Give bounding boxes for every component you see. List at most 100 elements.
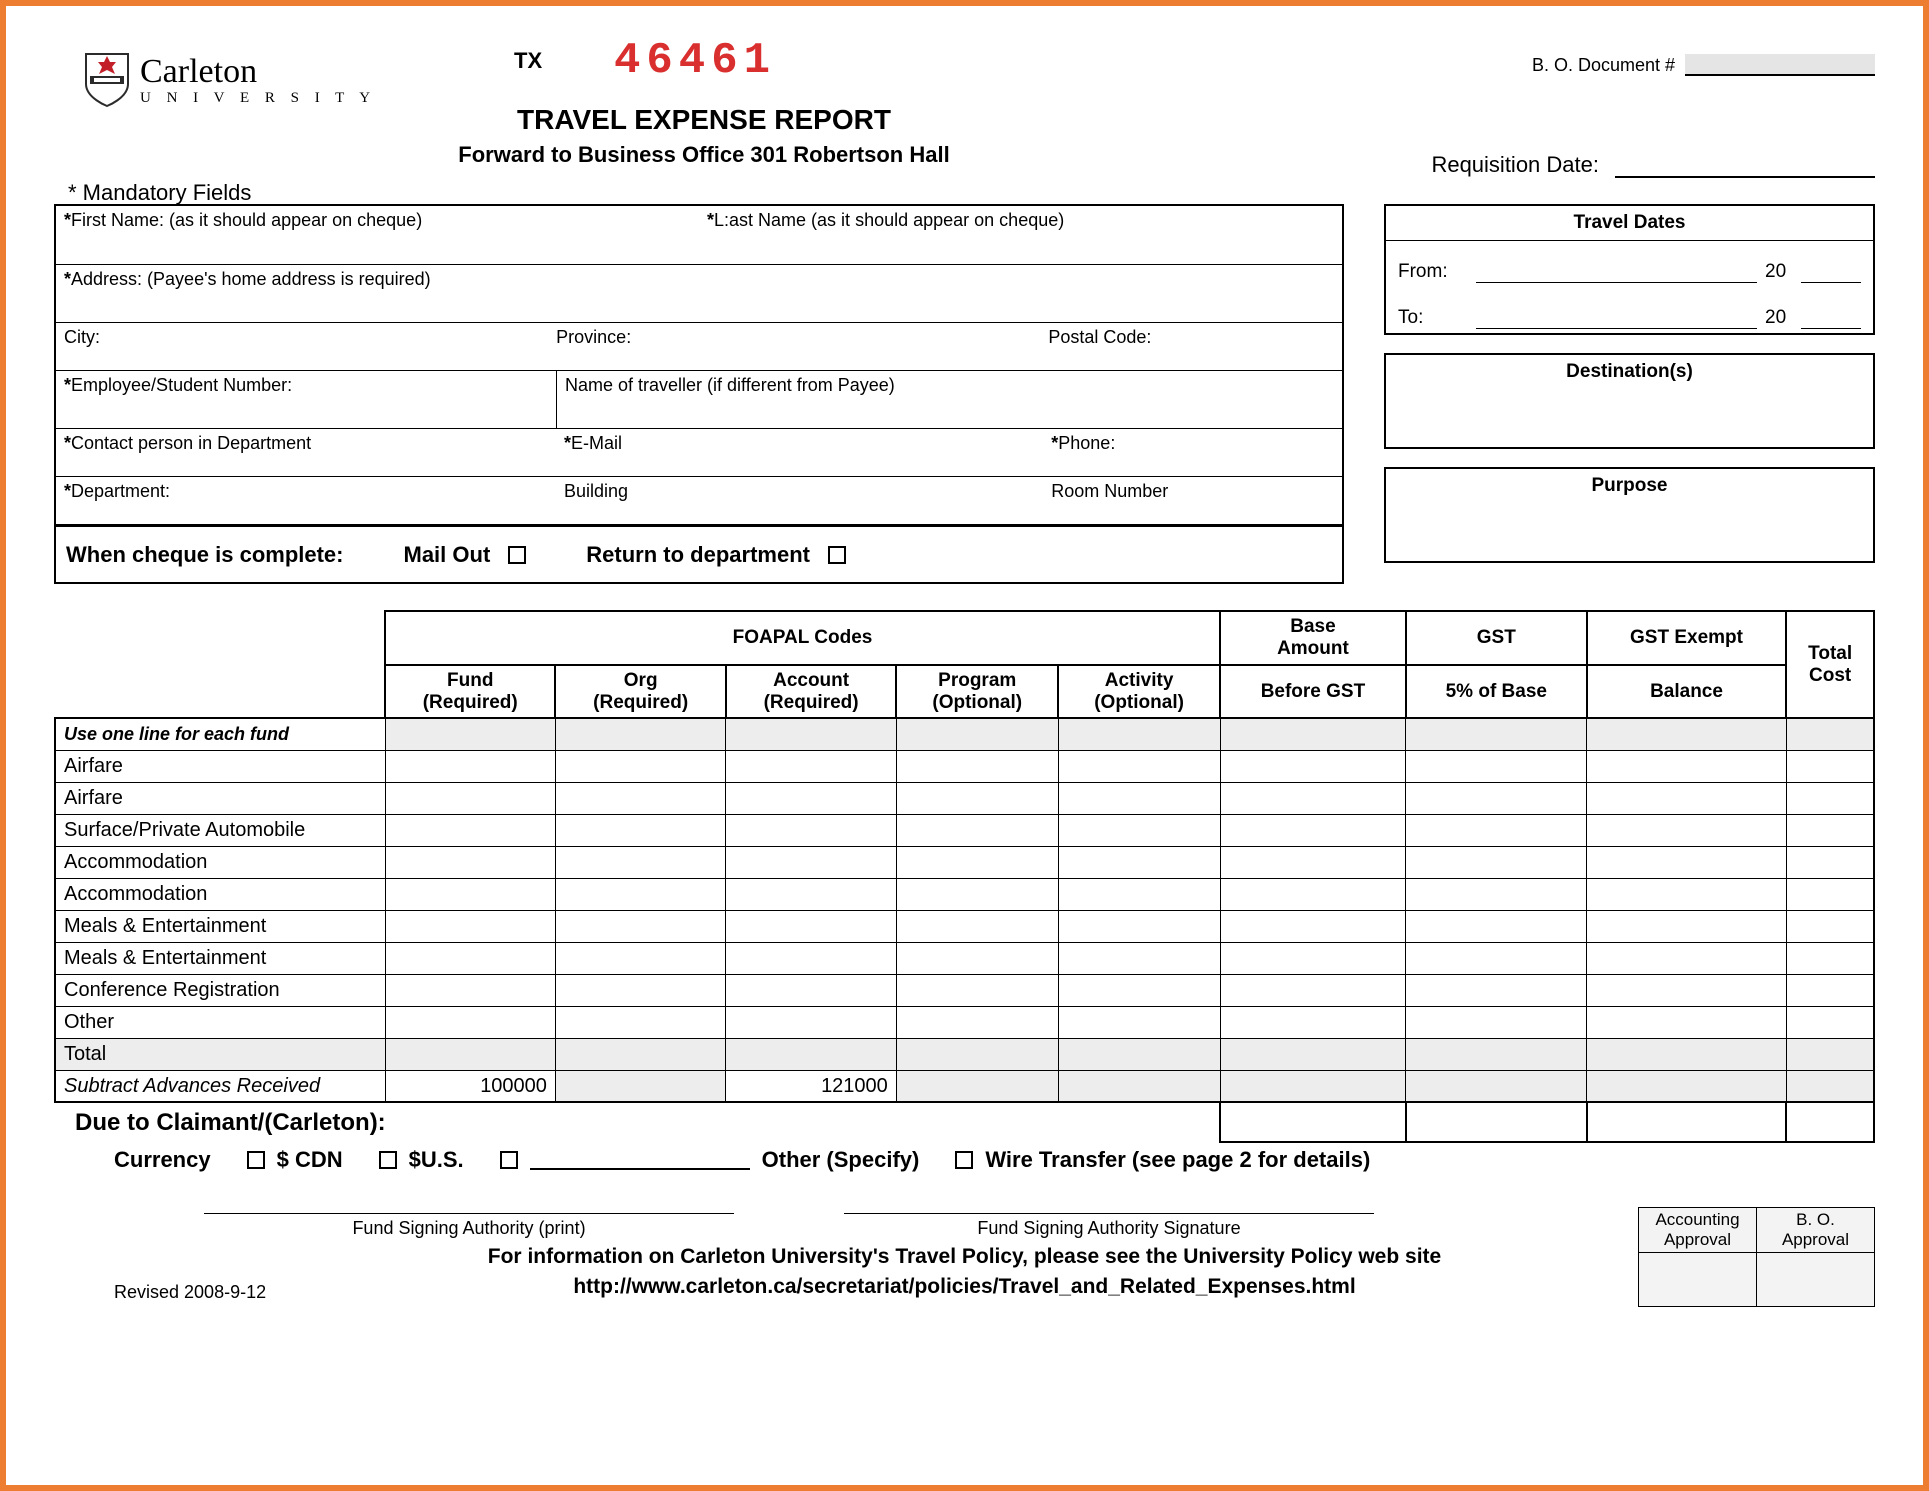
- return-dept-checkbox[interactable]: [828, 546, 846, 564]
- expense-cell[interactable]: [1406, 942, 1587, 974]
- purpose-box[interactable]: Purpose: [1384, 467, 1875, 563]
- due-total[interactable]: [1786, 1102, 1874, 1142]
- expense-cell[interactable]: [1587, 814, 1787, 846]
- expense-cell[interactable]: [726, 910, 896, 942]
- expense-cell[interactable]: [1220, 910, 1406, 942]
- expense-cell[interactable]: [1587, 1006, 1787, 1038]
- expense-cell[interactable]: [555, 974, 725, 1006]
- expense-cell[interactable]: [1058, 942, 1220, 974]
- expense-cell[interactable]: [1220, 974, 1406, 1006]
- requisition-date-line[interactable]: [1615, 158, 1875, 178]
- expense-cell[interactable]: [385, 910, 555, 942]
- expense-cell[interactable]: [1220, 846, 1406, 878]
- expense-cell[interactable]: [896, 974, 1058, 1006]
- expense-cell[interactable]: [1406, 846, 1587, 878]
- expense-cell[interactable]: [1786, 942, 1874, 974]
- expense-cell[interactable]: [555, 878, 725, 910]
- expense-cell[interactable]: [896, 814, 1058, 846]
- expense-cell[interactable]: [1406, 974, 1587, 1006]
- expense-cell[interactable]: [555, 910, 725, 942]
- expense-cell[interactable]: [1587, 846, 1787, 878]
- expense-cell[interactable]: [726, 1006, 896, 1038]
- expense-cell[interactable]: [1220, 814, 1406, 846]
- expense-cell[interactable]: [385, 942, 555, 974]
- due-exempt[interactable]: [1587, 1102, 1787, 1142]
- expense-cell[interactable]: [1786, 782, 1874, 814]
- approval-acc-cell[interactable]: [1639, 1253, 1757, 1307]
- expense-cell[interactable]: [1058, 974, 1220, 1006]
- expense-cell[interactable]: [1058, 750, 1220, 782]
- expense-cell[interactable]: [1220, 942, 1406, 974]
- currency-wire-checkbox[interactable]: [955, 1151, 973, 1169]
- due-base[interactable]: [1220, 1102, 1406, 1142]
- currency-cdn-checkbox[interactable]: [247, 1151, 265, 1169]
- expense-cell[interactable]: [1406, 1006, 1587, 1038]
- expense-cell[interactable]: [726, 750, 896, 782]
- expense-cell[interactable]: [555, 846, 725, 878]
- expense-cell[interactable]: [385, 1006, 555, 1038]
- expense-cell[interactable]: [555, 1006, 725, 1038]
- expense-cell[interactable]: [896, 750, 1058, 782]
- expense-cell[interactable]: [1220, 750, 1406, 782]
- expense-cell[interactable]: [1058, 782, 1220, 814]
- currency-other-line[interactable]: [530, 1150, 750, 1170]
- expense-cell[interactable]: [1786, 878, 1874, 910]
- due-gst[interactable]: [1406, 1102, 1587, 1142]
- expense-cell[interactable]: [1406, 750, 1587, 782]
- bo-document-line[interactable]: [1685, 54, 1875, 76]
- expense-cell[interactable]: [385, 974, 555, 1006]
- mail-out-checkbox[interactable]: [508, 546, 526, 564]
- expense-cell[interactable]: [1058, 814, 1220, 846]
- expense-cell[interactable]: [1587, 942, 1787, 974]
- from-date-line[interactable]: [1476, 265, 1757, 283]
- expense-cell[interactable]: [896, 942, 1058, 974]
- expense-cell[interactable]: [385, 750, 555, 782]
- expense-cell[interactable]: [1406, 878, 1587, 910]
- expense-cell[interactable]: [555, 942, 725, 974]
- expense-cell[interactable]: [1587, 782, 1787, 814]
- expense-cell[interactable]: [1406, 814, 1587, 846]
- expense-cell[interactable]: [1220, 782, 1406, 814]
- destinations-box[interactable]: Destination(s): [1384, 353, 1875, 449]
- expense-cell[interactable]: [1058, 910, 1220, 942]
- expense-cell[interactable]: [1406, 910, 1587, 942]
- expense-cell[interactable]: [385, 782, 555, 814]
- expense-cell[interactable]: [1786, 846, 1874, 878]
- expense-cell[interactable]: [726, 878, 896, 910]
- expense-cell[interactable]: [385, 814, 555, 846]
- expense-cell[interactable]: [1058, 1006, 1220, 1038]
- requisition-date-field[interactable]: Requisition Date:: [1431, 152, 1875, 178]
- expense-cell[interactable]: [1220, 1006, 1406, 1038]
- currency-other-checkbox[interactable]: [500, 1151, 518, 1169]
- approval-bo-cell[interactable]: [1757, 1253, 1875, 1307]
- expense-cell[interactable]: [896, 878, 1058, 910]
- expense-cell[interactable]: [1587, 910, 1787, 942]
- expense-cell[interactable]: [1587, 878, 1787, 910]
- expense-cell[interactable]: [896, 1006, 1058, 1038]
- expense-cell[interactable]: [1786, 974, 1874, 1006]
- expense-cell[interactable]: [1058, 878, 1220, 910]
- expense-cell[interactable]: [726, 814, 896, 846]
- expense-cell[interactable]: [1220, 878, 1406, 910]
- expense-cell[interactable]: [1786, 814, 1874, 846]
- expense-cell[interactable]: [726, 974, 896, 1006]
- expense-cell[interactable]: [1786, 1006, 1874, 1038]
- expense-cell[interactable]: [726, 942, 896, 974]
- expense-cell[interactable]: [1587, 750, 1787, 782]
- expense-cell[interactable]: [1786, 910, 1874, 942]
- expense-cell[interactable]: [726, 782, 896, 814]
- expense-cell[interactable]: [1058, 846, 1220, 878]
- expense-cell[interactable]: [1406, 782, 1587, 814]
- expense-cell[interactable]: [385, 846, 555, 878]
- currency-us-checkbox[interactable]: [379, 1151, 397, 1169]
- expense-cell[interactable]: [555, 782, 725, 814]
- expense-cell[interactable]: [385, 878, 555, 910]
- expense-cell[interactable]: [896, 846, 1058, 878]
- expense-cell[interactable]: [1786, 750, 1874, 782]
- to-year-line[interactable]: [1801, 311, 1861, 329]
- expense-cell[interactable]: [1587, 974, 1787, 1006]
- expense-cell[interactable]: [726, 846, 896, 878]
- bo-document-field[interactable]: B. O. Document #: [1532, 54, 1875, 76]
- from-year-line[interactable]: [1801, 265, 1861, 283]
- to-date-line[interactable]: [1476, 311, 1757, 329]
